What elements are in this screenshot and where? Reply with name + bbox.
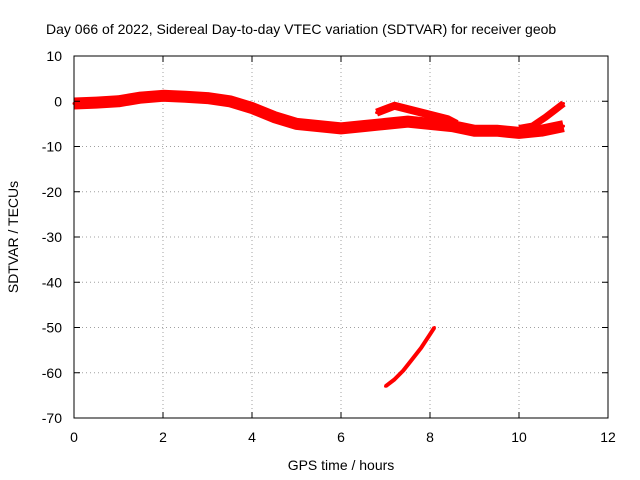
x-tick-label: 6: [337, 429, 345, 445]
data-point: [562, 102, 565, 105]
x-tick-label: 4: [248, 429, 256, 445]
data-point: [419, 346, 423, 350]
y-axis-label: SDTVAR / TECUs: [5, 181, 21, 293]
y-tick-label: 0: [54, 93, 62, 109]
data-point: [406, 120, 410, 124]
y-tick-label: -10: [42, 139, 62, 155]
data-point: [432, 326, 436, 329]
data-point: [495, 129, 499, 133]
data-point: [455, 122, 459, 126]
data-point: [517, 131, 521, 135]
data-point: [183, 95, 187, 99]
axis-ticks: 0 2 4 6 8 10 12 10 0 -10 -20 -30 -40 -50 -60 -70: [42, 48, 616, 445]
data-point: [228, 99, 232, 103]
data-point: [446, 117, 450, 121]
data-point: [317, 124, 321, 128]
data-series: [72, 89, 566, 388]
data-point: [384, 122, 387, 126]
x-tick-label: 0: [70, 429, 78, 445]
data-point: [562, 124, 565, 128]
x-tick-label: 10: [511, 429, 527, 445]
data-point: [530, 124, 534, 128]
data-point: [428, 332, 432, 336]
data-point: [392, 378, 396, 381]
x-tick-label: 12: [600, 429, 616, 445]
y-tick-label: -30: [42, 229, 62, 245]
data-point: [339, 126, 343, 130]
data-point: [473, 129, 476, 133]
x-tick-label: 8: [426, 429, 434, 445]
data-point: [94, 101, 98, 105]
data-point: [539, 129, 543, 133]
data-point: [375, 111, 379, 115]
x-tick-label: 2: [159, 429, 167, 445]
data-point: [428, 113, 432, 117]
x-axis-label: GPS time / hours: [288, 457, 395, 473]
chart-title: Day 066 of 2022, Sidereal Day-to-day VTE…: [46, 21, 556, 37]
grid: [74, 56, 608, 418]
data-point: [161, 94, 165, 98]
data-point: [250, 106, 254, 110]
data-point: [392, 104, 396, 108]
data-point: [361, 124, 365, 128]
data-point: [517, 126, 521, 130]
data-point: [553, 108, 557, 112]
data-point: [206, 96, 209, 100]
data-point: [544, 115, 548, 119]
data-point: [428, 122, 432, 126]
data-point: [410, 357, 414, 361]
series-upper-track: [375, 101, 459, 128]
data-point: [410, 108, 414, 112]
data-point: [139, 96, 143, 100]
y-tick-label: 10: [46, 48, 62, 64]
series-lower-track: [384, 326, 437, 388]
data-point: [384, 384, 387, 388]
y-tick-label: -60: [42, 365, 62, 381]
data-point: [272, 115, 276, 119]
data-point: [117, 99, 120, 103]
y-tick-label: -70: [42, 410, 62, 426]
y-tick-label: -50: [42, 320, 62, 336]
y-tick-label: -20: [42, 184, 62, 200]
data-point: [401, 369, 405, 372]
y-tick-label: -40: [42, 274, 62, 290]
data-point: [295, 122, 298, 126]
